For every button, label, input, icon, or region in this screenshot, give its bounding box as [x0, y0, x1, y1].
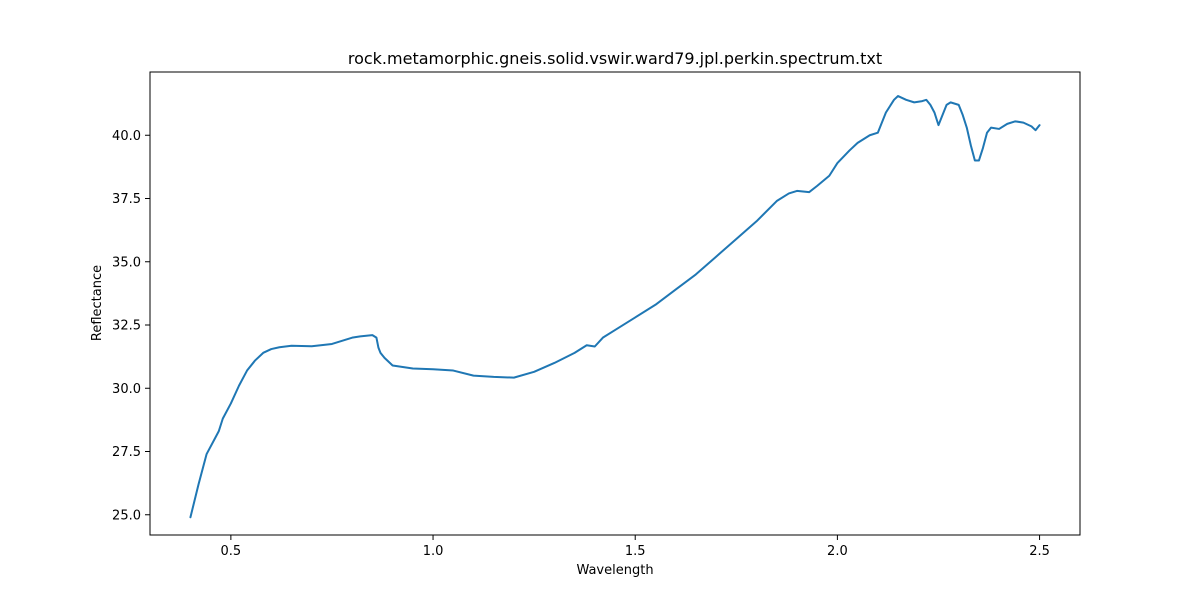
- chart-title: rock.metamorphic.gneis.solid.vswir.ward7…: [348, 49, 882, 68]
- x-tick-label: 0.5: [221, 544, 242, 559]
- plot-area: 0.5 1.0 1.5 2.0 2.5 25.0 27.5 30.0 32.5 35.0 37.5 4…: [112, 71, 1081, 559]
- y-tick-label: 35.0: [112, 255, 141, 270]
- x-tick-label: 1.5: [625, 544, 646, 559]
- x-tick-label: 2.5: [1029, 544, 1050, 559]
- x-tick-label: 2.0: [827, 544, 848, 559]
- y-tick-label: 32.5: [112, 319, 141, 334]
- x-tick-label: 1.0: [423, 544, 444, 559]
- series-line-0: [189, 95, 1041, 519]
- y-tick-label: 27.5: [112, 445, 141, 460]
- y-tick-label: 37.5: [112, 192, 141, 207]
- y-tick-label: 25.0: [112, 508, 141, 523]
- y-tick-label: 40.0: [112, 129, 141, 144]
- y-axis-label: Reflectance: [90, 265, 105, 341]
- x-axis-label: Wavelength: [576, 563, 653, 578]
- y-tick-label: 30.0: [112, 382, 141, 397]
- plot-frame: [149, 71, 1081, 536]
